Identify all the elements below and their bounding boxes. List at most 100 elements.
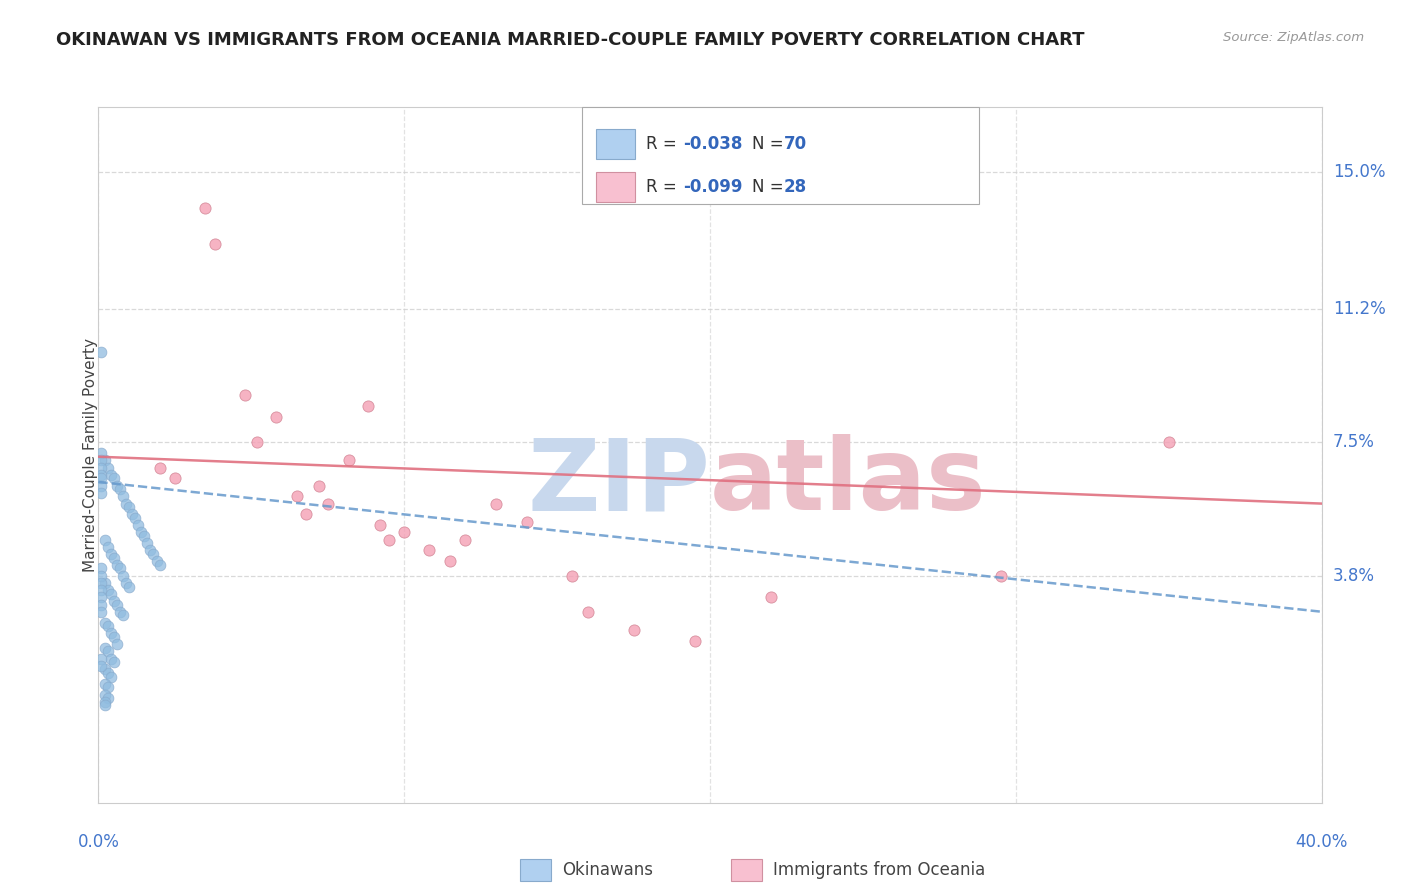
- Point: [108, 605, 131, 619]
- Point: [93, 695, 115, 709]
- Text: 0.0%: 0.0%: [77, 833, 120, 851]
- Text: 11.2%: 11.2%: [1333, 300, 1385, 318]
- Point: [129, 525, 152, 540]
- Point: [308, 478, 330, 492]
- Point: [90, 605, 112, 619]
- Point: [103, 594, 125, 608]
- Point: [1157, 435, 1180, 450]
- Point: [103, 471, 125, 485]
- Point: [105, 558, 128, 572]
- Point: [100, 670, 122, 684]
- Point: [97, 583, 120, 598]
- Point: [97, 540, 120, 554]
- Point: [90, 453, 112, 467]
- Point: [93, 698, 115, 713]
- Point: [439, 554, 461, 568]
- Point: [90, 467, 112, 482]
- Point: [93, 453, 115, 467]
- Text: 15.0%: 15.0%: [1333, 163, 1385, 181]
- Point: [93, 615, 115, 630]
- Point: [90, 568, 112, 582]
- Point: [485, 497, 508, 511]
- Text: R =: R =: [647, 135, 682, 153]
- Point: [356, 399, 378, 413]
- Point: [103, 550, 125, 565]
- Point: [149, 558, 172, 572]
- Point: [97, 666, 120, 681]
- Text: 3.8%: 3.8%: [1333, 566, 1375, 584]
- Text: 28: 28: [785, 178, 807, 196]
- Point: [124, 511, 146, 525]
- Point: [246, 435, 269, 450]
- Point: [93, 688, 115, 702]
- Point: [111, 608, 134, 623]
- Point: [623, 623, 645, 637]
- Point: [97, 691, 120, 706]
- Text: N =: N =: [752, 178, 789, 196]
- Point: [90, 478, 112, 492]
- Point: [97, 619, 120, 633]
- Point: [392, 525, 416, 540]
- Point: [264, 410, 287, 425]
- Text: 7.5%: 7.5%: [1333, 434, 1375, 451]
- Point: [418, 543, 440, 558]
- Point: [163, 471, 186, 485]
- Point: [194, 201, 217, 215]
- Point: [111, 489, 134, 503]
- Text: N =: N =: [752, 135, 789, 153]
- Point: [368, 518, 391, 533]
- Point: [683, 633, 706, 648]
- Point: [90, 561, 112, 575]
- Point: [454, 533, 477, 547]
- Point: [118, 580, 141, 594]
- Point: [108, 561, 131, 575]
- Text: Okinawans: Okinawans: [562, 861, 654, 879]
- Point: [149, 460, 172, 475]
- Point: [204, 237, 226, 252]
- Point: [90, 598, 112, 612]
- Text: ZIP: ZIP: [527, 434, 710, 532]
- Point: [134, 529, 156, 543]
- Point: [100, 547, 122, 561]
- Point: [576, 605, 599, 619]
- Point: [759, 591, 782, 605]
- Point: [118, 500, 141, 515]
- Point: [90, 591, 112, 605]
- Point: [233, 388, 256, 402]
- Point: [90, 651, 112, 665]
- Text: R =: R =: [647, 178, 682, 196]
- Point: [97, 681, 120, 695]
- Point: [103, 655, 125, 669]
- Point: [90, 658, 112, 673]
- Text: Immigrants from Oceania: Immigrants from Oceania: [773, 861, 986, 879]
- Point: [337, 453, 360, 467]
- Text: 40.0%: 40.0%: [1295, 833, 1348, 851]
- Point: [108, 482, 131, 496]
- Point: [127, 518, 149, 533]
- Point: [115, 575, 138, 590]
- Point: [111, 568, 134, 582]
- Point: [90, 575, 112, 590]
- Point: [516, 515, 538, 529]
- Point: [136, 536, 159, 550]
- Point: [90, 460, 112, 475]
- Point: [100, 651, 122, 665]
- Point: [93, 533, 115, 547]
- Point: [316, 497, 339, 511]
- Point: [97, 644, 120, 658]
- Point: [145, 554, 167, 568]
- Point: [93, 677, 115, 691]
- Point: [105, 637, 128, 651]
- Text: -0.038: -0.038: [683, 135, 742, 153]
- Point: [142, 547, 165, 561]
- Point: [100, 626, 122, 640]
- Point: [285, 489, 308, 503]
- Point: [97, 460, 120, 475]
- Point: [90, 485, 112, 500]
- Point: [295, 508, 318, 522]
- Point: [105, 478, 128, 492]
- Text: Source: ZipAtlas.com: Source: ZipAtlas.com: [1223, 31, 1364, 45]
- Point: [378, 533, 401, 547]
- Point: [100, 587, 122, 601]
- Point: [121, 508, 143, 522]
